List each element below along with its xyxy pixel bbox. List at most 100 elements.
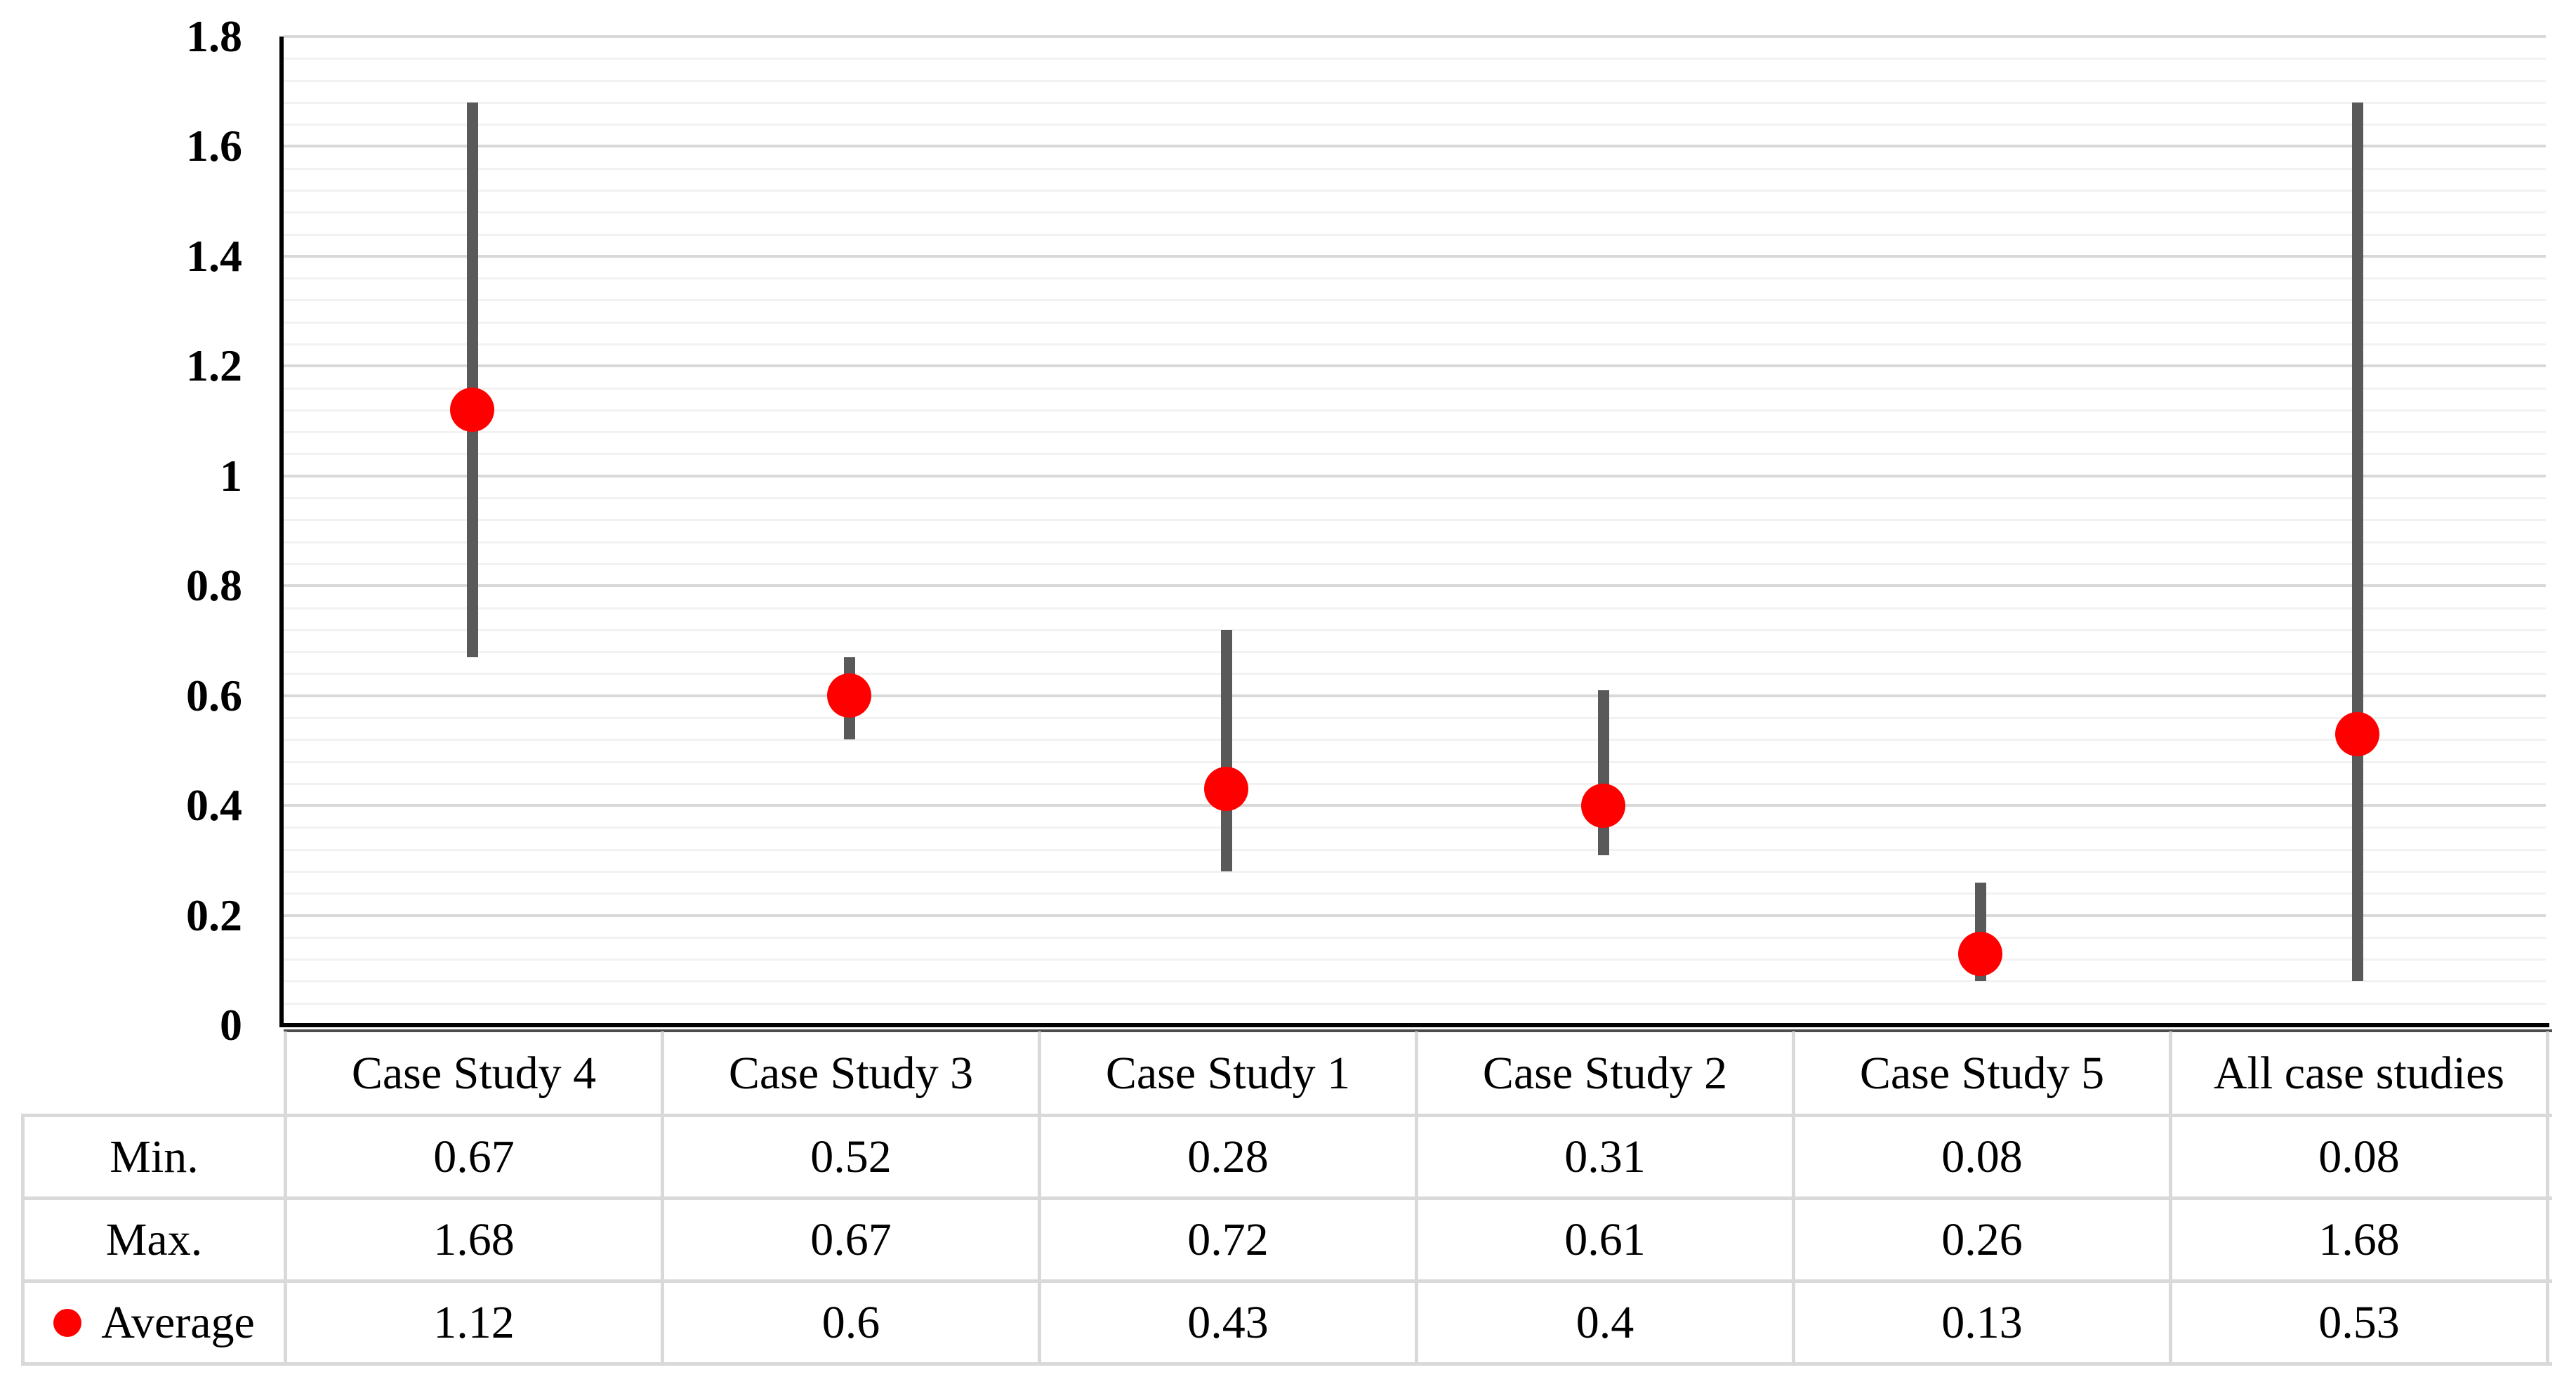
table-header-cell: Case Study 5 [1859, 1048, 2105, 1099]
table-top-rule [284, 1029, 2552, 1032]
y-tick-label: 0 [220, 1000, 242, 1050]
gridline-minor [284, 1002, 2546, 1005]
gridline-minor [284, 321, 2546, 324]
gridline-minor [284, 233, 2546, 236]
table-cell: 0.31 [1564, 1130, 1646, 1182]
table-cell: 0.67 [433, 1130, 515, 1182]
table-header-cell: Case Study 2 [1482, 1048, 1728, 1099]
gridline-minor [284, 431, 2546, 434]
y-tick-label: 1 [220, 450, 242, 501]
gridline-minor [284, 716, 2546, 719]
gridline-minor [284, 958, 2546, 961]
gridline-minor [284, 453, 2546, 456]
table-border [21, 1362, 2552, 1366]
gridline-major [284, 254, 2546, 258]
gridline-major [284, 35, 2546, 38]
table-header-cell: Case Study 4 [351, 1048, 597, 1099]
table-border [2546, 1031, 2549, 1366]
table-cell: 0.28 [1187, 1130, 1269, 1182]
average-dot [2335, 711, 2379, 756]
average-dot [1204, 767, 1248, 812]
gridline-minor [284, 651, 2546, 654]
average-dot [1958, 931, 2002, 976]
table-cell: 0.52 [810, 1130, 892, 1182]
table-border [1038, 1031, 1041, 1366]
row-label-cell: Max. [25, 1200, 284, 1279]
table-cell: 0.72 [1187, 1213, 1269, 1265]
gridline-minor [284, 58, 2546, 60]
gridline-major [284, 364, 2546, 368]
gridline-minor [284, 980, 2546, 983]
legend-dot [53, 1308, 82, 1337]
gridline-minor [284, 190, 2546, 192]
table-cell: 0.26 [1941, 1213, 2023, 1265]
table-border [21, 1279, 2552, 1283]
y-tick-label: 1.8 [186, 11, 242, 61]
table-cell: 0.08 [2318, 1130, 2400, 1182]
table-header-cell: Case Study 1 [1105, 1048, 1351, 1099]
gridline-minor [284, 277, 2546, 280]
y-tick-label: 1.2 [186, 341, 242, 391]
row-label: Max. [105, 1213, 203, 1265]
table-border [2169, 1031, 2172, 1366]
table-border [1415, 1031, 1418, 1366]
table-header-cell: Case Study 3 [728, 1048, 974, 1099]
table-border [661, 1031, 664, 1366]
gridline-minor [284, 760, 2546, 763]
table-cell: 0.08 [1941, 1130, 2023, 1182]
y-tick-label: 1.4 [186, 230, 242, 281]
table-cell: 0.61 [1564, 1213, 1646, 1265]
y-tick-label: 0.4 [186, 780, 242, 831]
gridline-minor [284, 848, 2546, 851]
y-tick-label: 0.8 [186, 560, 242, 611]
y-tick-label: 1.6 [186, 121, 242, 171]
table-border [1792, 1031, 1795, 1366]
gridline-minor [284, 936, 2546, 939]
gridline-minor [284, 409, 2546, 411]
range-bar [2351, 102, 2363, 982]
table-cell: 0.67 [810, 1213, 892, 1265]
gridline-minor [284, 541, 2546, 543]
row-label: Average [101, 1296, 255, 1348]
gridline-minor [284, 826, 2546, 829]
table-border [21, 1196, 2552, 1200]
x-axis-line [279, 1023, 2549, 1027]
gridline-minor [284, 870, 2546, 873]
table-cell: 0.6 [821, 1296, 880, 1348]
row-label: Min. [110, 1130, 199, 1182]
y-tick-label: 0.6 [186, 670, 242, 720]
gridline-minor [284, 892, 2546, 895]
table-border [21, 1114, 25, 1366]
table-cell: 0.53 [2318, 1296, 2400, 1348]
range-bar [1597, 690, 1609, 855]
table-cell: 1.68 [2318, 1213, 2400, 1265]
average-dot [450, 388, 494, 433]
gridline-minor [284, 387, 2546, 390]
gridline-minor [284, 628, 2546, 631]
gridline-major [284, 474, 2546, 477]
range-bar [466, 102, 478, 657]
table-cell: 1.12 [433, 1296, 515, 1348]
gridline-major [284, 914, 2546, 917]
average-dot [827, 673, 871, 718]
gridline-minor [284, 101, 2546, 104]
table-border [21, 1114, 2552, 1117]
gridline-major [284, 145, 2546, 148]
table-cell: 1.68 [433, 1213, 515, 1265]
y-tick-label: 0.2 [186, 890, 242, 940]
table-cell: 0.43 [1187, 1296, 1269, 1348]
gridline-minor [284, 211, 2546, 214]
gridline-minor [284, 519, 2546, 522]
gridline-minor [284, 739, 2546, 741]
table-cell: 0.4 [1576, 1296, 1634, 1348]
gridline-minor [284, 167, 2546, 170]
table-header-cell: All case studies [2213, 1048, 2505, 1099]
table-cell: 0.13 [1941, 1296, 2023, 1348]
gridline-minor [284, 299, 2546, 302]
gridline-minor [284, 562, 2546, 565]
gridline-minor [284, 79, 2546, 82]
range-bar [1220, 629, 1232, 871]
average-dot [1581, 783, 1625, 828]
y-axis-line [279, 37, 284, 1027]
